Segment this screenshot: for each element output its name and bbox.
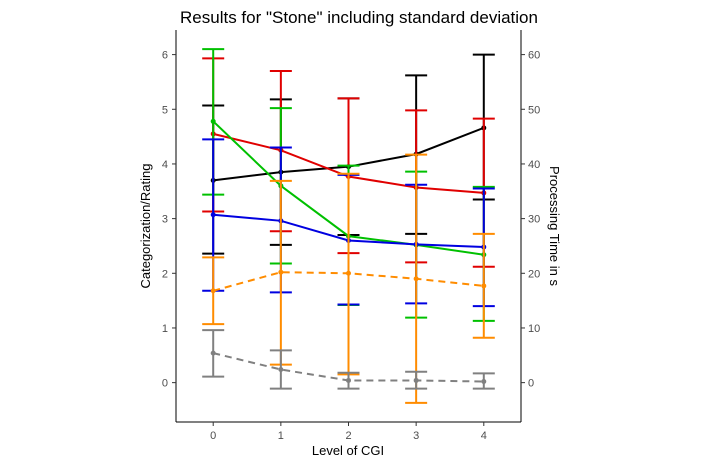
y2-axis-label: Processing Time in s xyxy=(547,166,562,286)
data-point xyxy=(481,379,487,385)
data-point xyxy=(278,269,284,275)
data-point xyxy=(413,276,419,282)
series-4 xyxy=(202,153,495,404)
chart-title: Results for "Stone" including standard d… xyxy=(180,8,538,27)
y-axis-label: Categorization/Rating xyxy=(138,163,153,288)
y2-tick-label: 0 xyxy=(528,378,534,390)
x-tick-label: 1 xyxy=(278,430,284,442)
x-tick-label: 3 xyxy=(413,430,419,442)
y-tick-label: 3 xyxy=(162,214,168,226)
y-tick-label: 4 xyxy=(162,159,168,171)
x-tick-label: 4 xyxy=(481,430,487,442)
x-tick-label: 0 xyxy=(210,430,216,442)
data-point xyxy=(278,367,284,373)
data-point xyxy=(481,283,487,289)
series-5 xyxy=(202,329,495,390)
y-tick-label: 1 xyxy=(162,323,168,335)
y2-tick-label: 20 xyxy=(528,268,540,280)
data-point xyxy=(210,288,216,294)
x-tick-label: 2 xyxy=(345,430,351,442)
y-tick-label: 2 xyxy=(162,268,168,280)
y2-tick-label: 60 xyxy=(528,50,540,62)
data-point xyxy=(346,377,351,383)
y2-tick-label: 10 xyxy=(528,323,540,335)
y-tick-label: 6 xyxy=(162,50,168,62)
y-tick-label: 5 xyxy=(162,104,168,116)
data-point xyxy=(346,270,351,276)
series-layer xyxy=(202,48,495,404)
y2-tick-label: 50 xyxy=(528,104,540,116)
data-point xyxy=(413,377,419,383)
data-point xyxy=(210,350,216,356)
y2-tick-label: 30 xyxy=(528,214,540,226)
data-point xyxy=(210,212,216,218)
y-tick-label: 0 xyxy=(162,378,168,390)
y2-tick-label: 40 xyxy=(528,159,540,171)
data-point xyxy=(210,118,216,124)
x-axis-label: Level of CGI xyxy=(312,443,384,458)
